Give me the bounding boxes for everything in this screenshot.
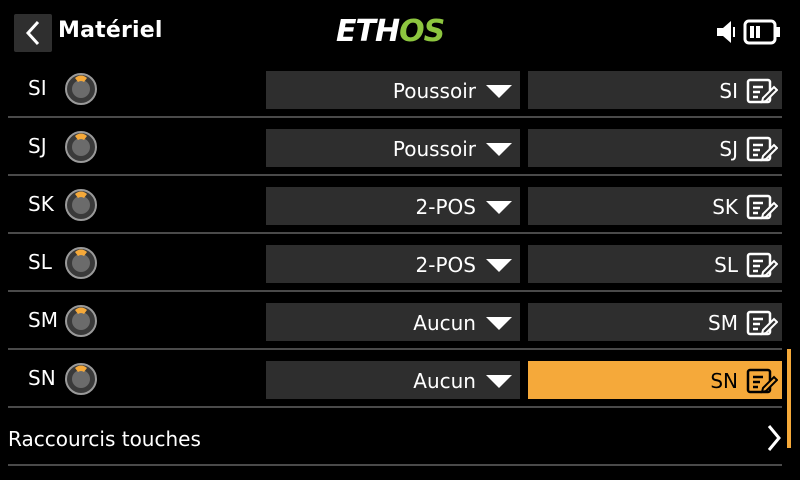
switch-name-field[interactable]: SK — [528, 187, 782, 225]
edit-icon[interactable] — [746, 77, 778, 105]
switch-label: SK — [28, 192, 54, 216]
switch-label: SI — [28, 76, 47, 100]
shortcut-keys-label: Raccourcis touches — [8, 427, 201, 451]
chevron-right-icon — [767, 425, 781, 451]
switch-name-field[interactable]: SI — [528, 71, 782, 109]
switch-label: SL — [28, 250, 52, 274]
switch-name-field[interactable]: SJ — [528, 129, 782, 167]
edit-icon[interactable] — [746, 367, 778, 395]
dropdown-arrow-icon — [486, 143, 512, 156]
divider — [8, 174, 782, 176]
back-button[interactable] — [14, 14, 52, 52]
battery-icon[interactable] — [743, 19, 781, 45]
chevron-left-icon — [25, 20, 40, 46]
page-title: Matériel — [58, 18, 163, 43]
switch-label: SM — [28, 308, 58, 332]
switch-row: SL 2-POS SL — [0, 234, 782, 292]
edit-icon[interactable] — [746, 309, 778, 337]
switch-type-select[interactable]: 2-POS — [266, 245, 520, 283]
switch-row: SI Poussoir SI — [0, 60, 782, 118]
switch-type-select[interactable]: Poussoir — [266, 71, 520, 109]
switch-type-select[interactable]: Aucun — [266, 303, 520, 341]
switch-name-value: SK — [712, 195, 738, 219]
divider — [8, 116, 782, 118]
switch-type-value: Poussoir — [392, 79, 476, 103]
dropdown-arrow-icon — [486, 85, 512, 98]
switch-type-select[interactable]: 2-POS — [266, 187, 520, 225]
shortcut-keys-row[interactable]: Raccourcis touches — [0, 408, 782, 466]
switch-name-value: SI — [719, 79, 738, 103]
switch-name-value: SL — [714, 253, 738, 277]
scrollbar[interactable] — [787, 349, 791, 448]
switch-type-select[interactable]: Aucun — [266, 361, 520, 399]
divider — [8, 406, 782, 408]
switch-label: SN — [28, 366, 56, 390]
edit-icon[interactable] — [746, 135, 778, 163]
dropdown-arrow-icon — [486, 259, 512, 272]
switch-name-field[interactable]: SL — [528, 245, 782, 283]
switch-type-value: 2-POS — [415, 195, 476, 219]
switch-knob-icon — [65, 363, 97, 395]
switch-knob-icon — [65, 247, 97, 279]
switch-type-value: Aucun — [413, 369, 476, 393]
edit-icon[interactable] — [746, 193, 778, 221]
switch-row: SN Aucun SN — [0, 350, 782, 408]
edit-icon[interactable] — [746, 251, 778, 279]
switch-type-value: 2-POS — [415, 253, 476, 277]
dropdown-arrow-icon — [486, 201, 512, 214]
ethos-logo: ETHOS — [336, 14, 445, 49]
switch-name-field[interactable]: SN — [528, 361, 782, 399]
switch-type-value: Poussoir — [392, 137, 476, 161]
dropdown-arrow-icon — [486, 375, 512, 388]
switch-label: SJ — [28, 134, 47, 158]
switch-name-field[interactable]: SM — [528, 303, 782, 341]
divider — [8, 290, 782, 292]
switch-name-value: SM — [708, 311, 738, 335]
switch-name-value: SJ — [719, 137, 738, 161]
switch-knob-icon — [65, 305, 97, 337]
switch-knob-icon — [65, 73, 97, 105]
divider — [8, 348, 782, 350]
dropdown-arrow-icon — [486, 317, 512, 330]
speaker-icon[interactable] — [716, 20, 738, 44]
divider — [8, 464, 782, 466]
switch-knob-icon — [65, 131, 97, 163]
switch-row: SM Aucun SM — [0, 292, 782, 350]
switch-name-value: SN — [710, 369, 738, 393]
switch-knob-icon — [65, 189, 97, 221]
switch-row: SJ Poussoir SJ — [0, 118, 782, 176]
header-bar: Matériel ETHOS — [0, 0, 800, 60]
switch-type-select[interactable]: Poussoir — [266, 129, 520, 167]
divider — [8, 232, 782, 234]
switch-row: SK 2-POS SK — [0, 176, 782, 234]
switch-type-value: Aucun — [413, 311, 476, 335]
